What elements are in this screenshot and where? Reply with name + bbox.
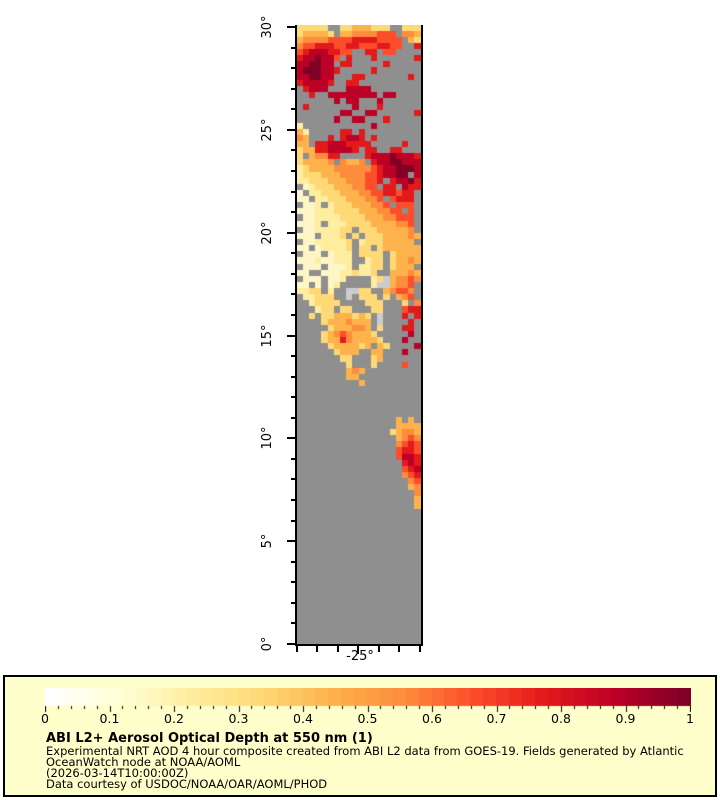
y-axis-minor-tick [291, 252, 295, 255]
y-axis-tick-label: 10° [260, 426, 275, 450]
y-axis-minor-tick [291, 416, 295, 419]
colorbar-tick-label: 0.6 [422, 711, 442, 726]
y-axis-minor-tick [291, 313, 295, 316]
colorbar-tick-label: 1 [686, 711, 694, 726]
y-axis-minor-tick [291, 272, 295, 275]
y-axis-minor-tick [291, 601, 295, 604]
y-axis-minor-tick [291, 46, 295, 49]
colorbar-tick-label: 0.1 [99, 711, 120, 726]
x-axis-tick [377, 646, 380, 652]
y-axis-tick-label: 5° [260, 533, 275, 549]
legend-line-1: Experimental NRT AOD 4 hour composite cr… [46, 744, 684, 758]
x-axis-tick [418, 646, 421, 652]
x-axis-tick-label: -25° [346, 649, 374, 664]
y-axis-tick-label: 15° [260, 324, 275, 348]
y-axis-minor-tick [291, 190, 295, 193]
x-axis-tick [398, 646, 401, 652]
colorbar-tick-label: 0.2 [164, 711, 184, 726]
colorbar-tick-label: 0.8 [551, 711, 571, 726]
y-axis-minor-tick [291, 149, 295, 152]
y-axis-minor-tick [291, 211, 295, 214]
colorbar-tick-label: 0.9 [615, 711, 636, 726]
y-axis-minor-tick [291, 499, 295, 502]
x-axis-tick [336, 646, 339, 652]
y-axis-major-tick [287, 334, 295, 337]
y-axis-minor-tick [291, 581, 295, 584]
x-axis-tick [357, 646, 360, 654]
y-axis-tick-label: 25° [260, 118, 275, 142]
y-axis-major-tick [287, 231, 295, 234]
y-axis-major-tick [287, 437, 295, 440]
y-axis-tick-label: 0° [260, 636, 275, 652]
y-axis-major-tick [287, 643, 295, 645]
legend-line-3: (2026-03-14T10:00:00Z) [46, 766, 189, 780]
colorbar-tick-label: 0.5 [357, 711, 378, 726]
x-axis-tick [316, 646, 319, 652]
y-axis-tick-label: 20° [260, 221, 275, 245]
y-axis-major-tick [287, 540, 295, 543]
legend-line-4: Data courtesy of USDOC/NOAA/OAR/AOML/PHO… [46, 777, 328, 791]
y-axis-minor-tick [291, 108, 295, 111]
y-axis-tick-label: 30° [260, 15, 275, 39]
legend-line-2: OceanWatch node at NOAA/AOML [46, 755, 241, 769]
y-axis-minor-tick [291, 375, 295, 378]
colorbar-tick-label: 0.3 [228, 711, 249, 726]
y-axis-minor-tick [291, 170, 295, 172]
y-axis-major-tick [287, 26, 295, 29]
y-axis-minor-tick [291, 478, 295, 481]
colorbar-tick-label: 0 [41, 711, 49, 726]
y-axis-minor-tick [291, 396, 295, 399]
colorbar-tick-label: 0.7 [486, 711, 507, 726]
y-axis-minor-tick [291, 457, 295, 460]
y-axis-minor-tick [291, 87, 295, 90]
y-axis-minor-tick [291, 355, 295, 358]
colorbar-tick-label: 0.4 [293, 711, 313, 726]
y-axis-minor-tick [291, 67, 295, 70]
legend-title: ABI L2+ Aerosol Optical Depth at 550 nm … [46, 731, 373, 746]
y-axis-minor-tick [291, 293, 295, 296]
map-plot-frame [295, 25, 423, 646]
x-axis-tick [296, 646, 298, 652]
colorbar [45, 688, 691, 714]
y-axis-major-tick [287, 128, 295, 131]
y-axis-minor-tick [291, 519, 295, 522]
y-axis-minor-tick [291, 560, 295, 563]
y-axis-minor-tick [291, 622, 295, 625]
aod-map-raster [297, 25, 421, 644]
